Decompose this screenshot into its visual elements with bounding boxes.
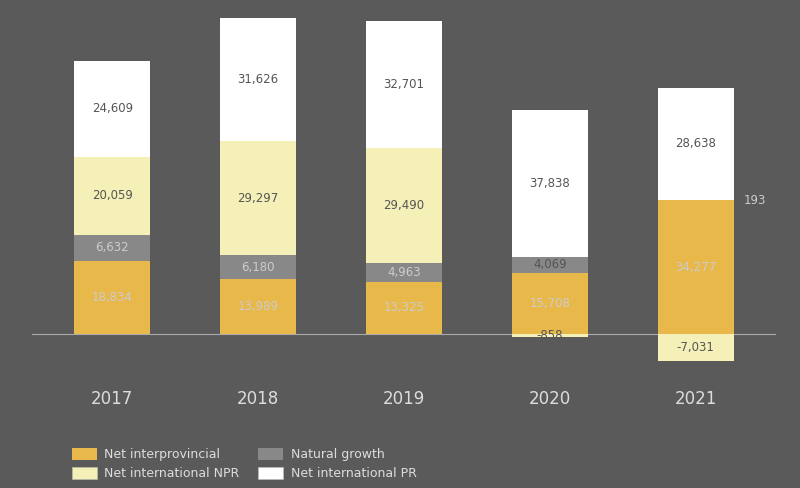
Text: 28,638: 28,638 [675,138,716,150]
Text: 6,180: 6,180 [242,261,275,274]
Text: 4,069: 4,069 [533,258,566,271]
Bar [74,61,150,157]
Text: 13,325: 13,325 [383,302,425,314]
Text: 6,632: 6,632 [95,241,129,254]
Text: 31,626: 31,626 [238,73,278,86]
Bar [658,201,734,334]
Bar [74,261,150,334]
Text: 13,989: 13,989 [238,300,278,313]
Text: 24,609: 24,609 [92,102,133,115]
Bar [512,273,588,334]
Bar [366,20,442,148]
Text: 29,297: 29,297 [238,192,278,205]
Bar [74,157,150,235]
Bar [658,334,734,361]
Legend: Net interprovincial, Net international NPR, Natural growth, Net international PR: Net interprovincial, Net international N… [68,444,420,484]
Text: 37,838: 37,838 [530,177,570,190]
Bar [512,257,588,273]
Bar [74,235,150,261]
Bar [366,148,442,263]
Text: 20,059: 20,059 [92,189,133,202]
Bar [512,334,588,337]
Text: 4,963: 4,963 [387,266,421,279]
Text: -858: -858 [537,329,563,342]
Bar [220,18,296,142]
Text: 29,490: 29,490 [383,199,425,212]
Bar [658,200,734,201]
Bar [366,263,442,282]
Text: 32,701: 32,701 [383,78,425,91]
Text: 15,708: 15,708 [530,297,570,310]
Bar [220,142,296,255]
Text: 34,277: 34,277 [675,261,716,274]
Bar [658,88,734,200]
Bar [512,110,588,257]
Text: 18,834: 18,834 [92,291,133,304]
Bar [220,255,296,280]
Text: 193: 193 [744,194,766,206]
Bar [366,282,442,334]
Bar [220,280,296,334]
Text: -7,031: -7,031 [677,341,714,354]
